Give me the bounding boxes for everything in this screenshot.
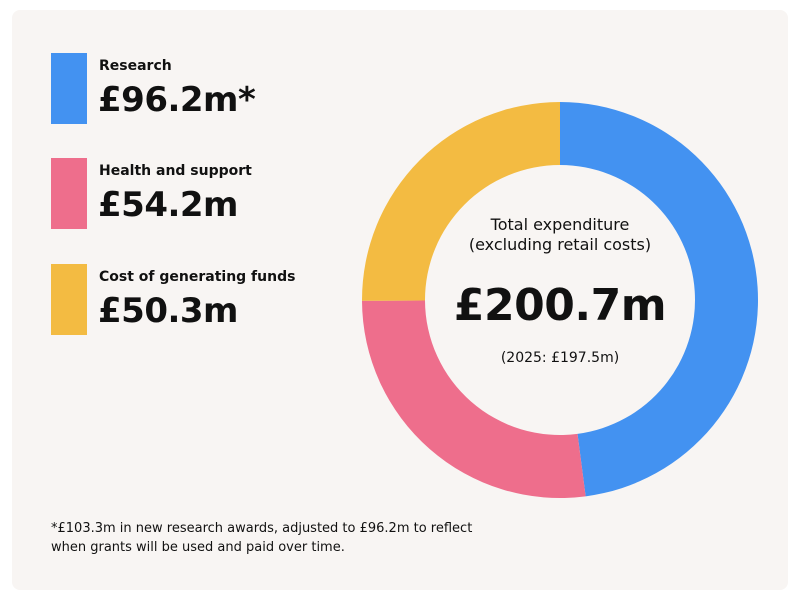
legend-label-health-and-support: Health and support <box>99 163 252 179</box>
center-total-value: £200.7m <box>453 280 667 331</box>
donut-slice-health-and-support <box>362 300 586 498</box>
legend-swatch-cost-of-generating-funds <box>51 264 87 335</box>
footnote-line1: *£103.3m in new research awards, adjuste… <box>51 521 473 536</box>
legend-value-research: £96.2m* <box>98 80 256 120</box>
center-caption-line1: Total expenditure <box>490 215 630 234</box>
legend-swatch-health-and-support <box>51 158 87 229</box>
center-prior-year-value: (2025: £197.5m) <box>500 350 620 366</box>
legend-label-cost-of-generating-funds: Cost of generating funds <box>99 269 296 285</box>
footnote: *£103.3m in new research awards, adjuste… <box>51 519 472 557</box>
legend-swatch-research <box>51 53 87 124</box>
donut-slice-research <box>560 102 758 497</box>
legend-value-health-and-support: £54.2m <box>98 185 238 225</box>
footnote-line2: when grants will be used and paid over t… <box>51 540 345 555</box>
donut-slice-cost-of-generating-funds <box>362 102 560 301</box>
legend-value-cost-of-generating-funds: £50.3m <box>98 291 238 331</box>
legend-label-research: Research <box>99 58 172 74</box>
center-caption-line2: (excluding retail costs) <box>468 235 652 254</box>
